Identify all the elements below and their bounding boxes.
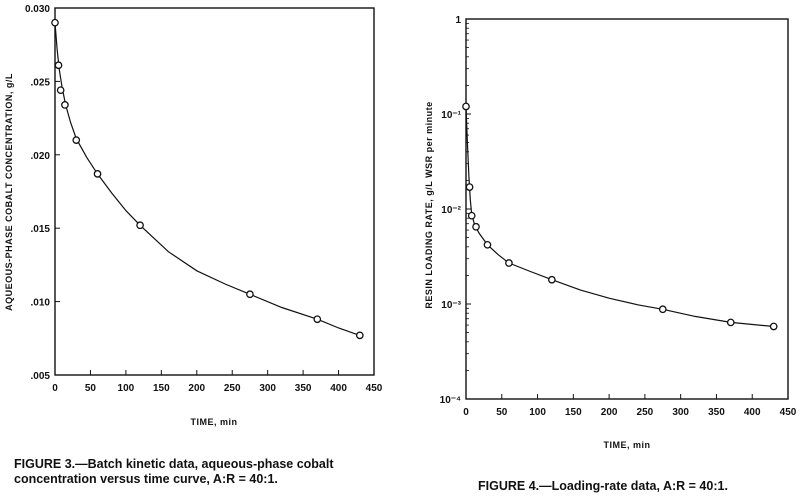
figure-3-data-points	[51, 18, 364, 340]
figure-3-y-tick-label: .005	[31, 371, 51, 382]
figure-4-x-tick-label: 150	[565, 407, 582, 418]
figure-4-x-tick-label: 0	[463, 407, 469, 418]
figure-3-plot-frame	[54, 7, 375, 376]
figure-3-x-axis: 0 50 100 150 200 250 300 350 400 450	[52, 370, 383, 394]
figure-3-x-tick-label: 200	[188, 383, 205, 394]
figure-3-y-tick-label: .015	[31, 224, 51, 235]
figure-4-data-point	[726, 318, 735, 327]
figure-3-data-point	[93, 170, 102, 178]
figure-3-x-tick-label: 100	[118, 383, 135, 394]
figure-3-data-point	[61, 101, 69, 109]
figure-3-x-tick-label: 50	[85, 383, 97, 394]
figure-4-data-point	[465, 183, 474, 191]
figure-3-y-axis-label: AQUEOUS-PHASE COBALT CONCENTRATION, g/L	[4, 73, 14, 311]
figure-4-chart: 0 50 100 150 200 250 300 350 400 450 10⁻⁴ 10⁻³ 10⁻²…	[424, 15, 797, 450]
figure-4-y-axis: 10⁻⁴ 10⁻³ 10⁻² 10⁻¹ 1	[440, 15, 471, 406]
figure-4-plot-frame	[465, 18, 789, 400]
figure-3-x-tick-label: 350	[295, 383, 312, 394]
figure-3-data-point	[136, 221, 144, 230]
figure-4-x-tick-label: 350	[708, 407, 725, 418]
figure-4-data-points	[462, 102, 778, 331]
figure-4-data-point	[505, 259, 513, 267]
figure-3-y-tick-label: 0.030	[25, 4, 50, 15]
figure-4-x-tick-label: 250	[637, 407, 654, 418]
figure-3-x-tick-label: 150	[153, 383, 170, 394]
figure-3-x-tick-label: 0	[52, 383, 58, 394]
figure-3-data-point	[246, 290, 254, 299]
figure-3-data-point	[355, 331, 364, 340]
figure-3-data-point	[72, 136, 81, 144]
figure-3-data-point	[54, 61, 63, 70]
figure-4-x-tick-label: 50	[496, 407, 508, 418]
figure-4-data-point	[769, 322, 778, 331]
figure-4-y-tick-label: 1	[455, 15, 461, 26]
figure-3-y-tick-label: .020	[31, 151, 51, 162]
figure-3-fitted-curve	[54, 22, 360, 336]
figure-4-caption: FIGURE 4.—Loading-rate data, A:R = 40:1.	[478, 479, 728, 493]
figure-3-y-tick-label: .025	[31, 77, 51, 88]
figure-3-x-tick-label: 400	[330, 383, 347, 394]
figure-3-chart: 0 50 100 150 200 250 300 350 400 450 .005 .010 .015…	[4, 4, 383, 427]
figure-4-data-point	[483, 240, 492, 249]
figure-4-y-axis-label: RESIN LOADING RATE, g/L WSR per minute	[424, 101, 434, 308]
figure-4-x-tick-label: 300	[672, 407, 689, 418]
figure-4-x-tick-label: 200	[601, 407, 618, 418]
figure-3-data-point	[51, 18, 59, 27]
figure-4-y-tick-label: 10⁻²	[441, 205, 461, 216]
figure-3-x-tick-label: 250	[224, 383, 241, 394]
figure-4-x-axis: 0 50 100 150 200 250 300 350 400 450	[463, 394, 797, 418]
figure-4-y-tick-label: 10⁻³	[441, 300, 461, 311]
figure-4-x-tick-label: 400	[744, 407, 761, 418]
figure-4-data-point	[548, 275, 556, 284]
figure-3-x-tick-label: 450	[366, 383, 383, 394]
figure-4-y-tick-label: 10⁻⁴	[440, 395, 461, 406]
figure-3-caption: FIGURE 3.—Batch kinetic data, aqueous-ph…	[14, 457, 334, 486]
figure-3-y-tick-label: .010	[31, 298, 51, 309]
figure-3-data-point	[313, 315, 322, 324]
figure-4-x-tick-label: 100	[529, 407, 546, 418]
figure-4-fitted-curve	[465, 106, 774, 328]
figure-4-data-point	[467, 211, 476, 220]
figure-4-data-point	[472, 222, 480, 231]
figure-3-data-point	[56, 86, 65, 95]
figure-3-x-tick-label: 300	[259, 383, 276, 394]
figure-3-y-axis: .005 .010 .015 .020 .025 0.030	[25, 4, 60, 382]
figure-4-y-tick-label: 10⁻¹	[441, 110, 461, 121]
figure-4-data-point	[462, 102, 470, 111]
figure-4-x-tick-label: 450	[780, 407, 797, 418]
figure-3-x-axis-label: TIME, min	[191, 417, 238, 427]
figure-4-x-axis-label: TIME, min	[604, 440, 651, 450]
figure-4-data-point	[658, 305, 667, 314]
